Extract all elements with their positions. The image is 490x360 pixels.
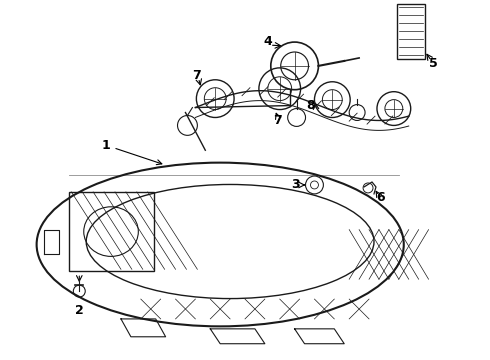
Text: 7: 7 xyxy=(273,114,282,127)
Text: 1: 1 xyxy=(102,139,162,165)
Text: 5: 5 xyxy=(429,57,438,71)
Text: 2: 2 xyxy=(75,305,84,318)
Text: 4: 4 xyxy=(264,35,272,48)
Text: 3: 3 xyxy=(291,179,299,192)
Text: 6: 6 xyxy=(377,192,385,204)
Text: 8: 8 xyxy=(306,99,315,112)
Text: 7: 7 xyxy=(192,69,201,82)
